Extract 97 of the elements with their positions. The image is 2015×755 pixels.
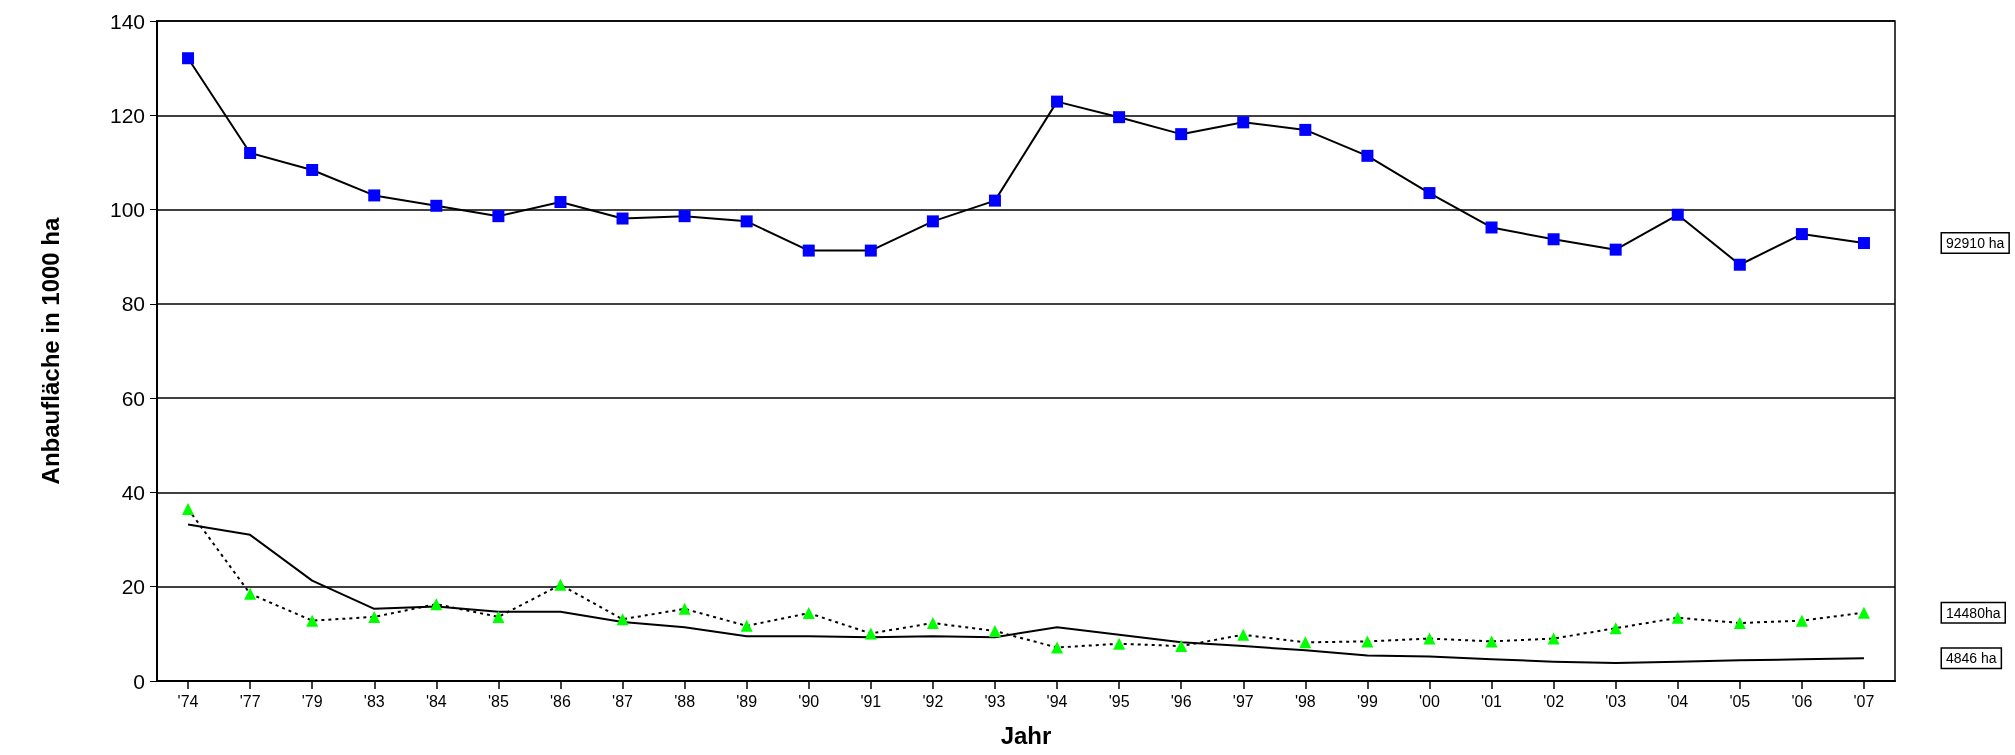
point <box>864 244 877 257</box>
text: 92910 ha <box>1946 235 2005 252</box>
x-tick-label: '86 <box>550 692 571 710</box>
point <box>1485 221 1498 234</box>
x-tick-label: '77 <box>239 692 261 710</box>
point <box>368 189 381 202</box>
x-tick-label: '84 <box>425 692 447 710</box>
point <box>1485 635 1498 648</box>
y-tick-label: 60 <box>121 386 145 410</box>
point <box>1051 641 1064 654</box>
point <box>492 210 505 223</box>
point <box>926 215 939 228</box>
point <box>1237 116 1250 129</box>
text: 4846 ha <box>1946 650 1997 667</box>
x-tick-label: '07 <box>1853 692 1875 710</box>
x-tick-label: '98 <box>1294 692 1316 710</box>
x-tick-label: '88 <box>674 692 696 710</box>
point <box>554 196 567 209</box>
point <box>306 614 319 627</box>
x-tick-label: '93 <box>984 692 1006 710</box>
point <box>1671 208 1684 221</box>
point <box>616 613 629 626</box>
x-tick-label: '04 <box>1667 692 1689 710</box>
x-tick-label: '83 <box>363 692 385 710</box>
point <box>1423 187 1436 200</box>
y-tick-label: 20 <box>121 575 145 599</box>
x-tick-label: '94 <box>1046 692 1068 710</box>
point <box>182 502 195 515</box>
x-tick-label: '02 <box>1543 692 1565 710</box>
point <box>1671 611 1684 624</box>
x-tick-label: '96 <box>1170 692 1192 710</box>
x-tick-label: '87 <box>612 692 634 710</box>
point <box>740 619 753 632</box>
y-tick-label: 80 <box>121 292 145 316</box>
point <box>1733 258 1746 271</box>
point <box>740 215 753 228</box>
point <box>1113 111 1126 124</box>
point <box>1113 637 1126 650</box>
point <box>244 587 257 600</box>
x-tick-label: '91 <box>860 692 882 710</box>
x-tick-label: '85 <box>487 692 509 710</box>
point <box>182 52 195 65</box>
point <box>678 602 691 615</box>
y-tick-label: 120 <box>109 103 145 127</box>
point <box>1609 622 1622 635</box>
point <box>926 617 939 630</box>
point <box>1733 617 1746 630</box>
point <box>1795 228 1808 241</box>
point <box>1051 95 1064 108</box>
point <box>1299 636 1312 649</box>
x-tick-label: '79 <box>301 692 323 710</box>
point <box>1175 128 1188 141</box>
point <box>244 147 257 159</box>
y-tick-label: 0 <box>133 669 145 693</box>
point <box>802 244 815 257</box>
x-tick-label: '05 <box>1729 692 1751 710</box>
point <box>1857 606 1870 619</box>
point <box>616 212 629 225</box>
point <box>988 625 1001 638</box>
point <box>1609 243 1622 256</box>
point <box>1361 635 1374 648</box>
y-tick-label: 140 <box>109 9 145 33</box>
point <box>554 578 567 591</box>
x-tick-label: '92 <box>922 692 944 710</box>
point <box>1237 628 1250 641</box>
x-tick-label: '03 <box>1605 692 1627 710</box>
y-axis-title: Anbaufläche in 1000 ha <box>36 216 64 485</box>
x-tick-label: '89 <box>736 692 758 710</box>
point <box>988 194 1001 207</box>
point <box>1547 632 1560 645</box>
point <box>864 627 877 640</box>
y-tick-label: 40 <box>121 480 145 504</box>
x-tick-label: '01 <box>1481 692 1503 710</box>
point <box>802 607 815 620</box>
x-tick-label: '74 <box>177 692 199 710</box>
point <box>1423 632 1436 645</box>
x-axis-title: Jahr <box>1000 721 1052 749</box>
point <box>492 610 505 623</box>
point <box>430 598 443 611</box>
point <box>430 199 443 212</box>
point <box>306 163 319 176</box>
point <box>1361 149 1374 162</box>
x-tick-label: '95 <box>1108 692 1130 710</box>
point <box>1795 614 1808 627</box>
point <box>1299 123 1312 136</box>
text: 14480ha <box>1946 604 2001 621</box>
point <box>368 610 381 623</box>
x-tick-label: '90 <box>798 692 820 710</box>
x-tick-label: '06 <box>1791 692 1813 710</box>
point <box>1857 237 1870 250</box>
point <box>1547 233 1560 246</box>
x-tick-label: '00 <box>1419 692 1440 710</box>
y-tick-label: 100 <box>109 198 145 222</box>
x-tick-label: '99 <box>1356 692 1378 710</box>
point <box>678 210 691 223</box>
x-tick-label: '97 <box>1232 692 1254 710</box>
point <box>1175 640 1188 653</box>
